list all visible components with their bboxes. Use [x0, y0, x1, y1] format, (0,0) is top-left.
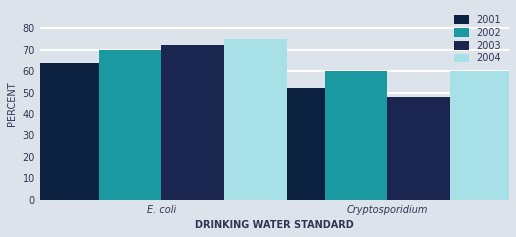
Bar — [388, 97, 450, 200]
Bar — [162, 46, 224, 200]
Bar — [99, 50, 162, 200]
X-axis label: DRINKING WATER STANDARD: DRINKING WATER STANDARD — [195, 220, 354, 230]
Bar — [36, 63, 99, 200]
Bar — [262, 88, 325, 200]
Bar — [224, 39, 286, 200]
Legend: 2001, 2002, 2003, 2004: 2001, 2002, 2003, 2004 — [452, 12, 504, 66]
Bar — [325, 71, 388, 200]
Bar — [450, 71, 512, 200]
Y-axis label: PERCENT: PERCENT — [7, 81, 17, 126]
